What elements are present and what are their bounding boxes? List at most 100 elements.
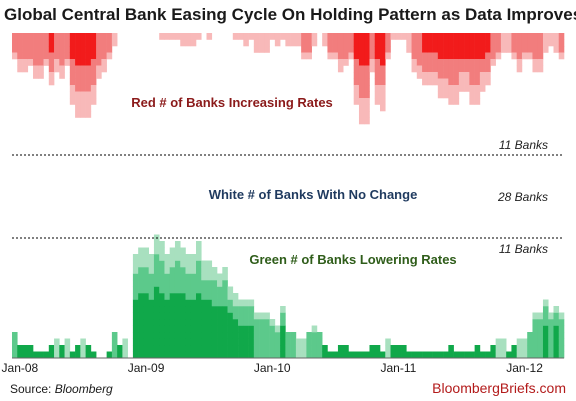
green-cell <box>253 319 260 326</box>
red-cell <box>437 72 444 79</box>
green-cell <box>232 312 239 320</box>
green-cell <box>527 351 533 359</box>
red-cell <box>364 65 370 73</box>
red-cell <box>264 33 270 40</box>
red-cell <box>443 52 449 60</box>
red-cell <box>290 33 297 40</box>
green-cell <box>196 241 202 248</box>
green-cell <box>153 267 160 274</box>
green-cell <box>443 351 449 359</box>
red-cell <box>474 78 481 86</box>
red-cell <box>180 33 186 40</box>
red-cell <box>38 33 44 40</box>
red-cell <box>364 91 370 99</box>
red-cell <box>96 52 102 60</box>
red-cell <box>369 39 376 47</box>
red-cell <box>427 33 433 40</box>
red-cell <box>90 85 97 92</box>
green-cell <box>222 306 228 313</box>
red-cell <box>85 104 92 112</box>
green-cell <box>174 332 181 339</box>
green-cell <box>138 345 144 352</box>
red-cell <box>101 46 107 53</box>
red-cell <box>253 46 260 53</box>
green-cell <box>164 306 171 313</box>
red-cell <box>422 65 428 73</box>
red-cell <box>269 33 276 40</box>
green-cell <box>500 345 507 352</box>
red-cell <box>369 65 376 73</box>
red-cell <box>469 98 475 105</box>
green-cell <box>490 345 496 352</box>
green-cell <box>190 293 197 300</box>
green-cell <box>43 351 50 359</box>
green-cell <box>201 325 207 333</box>
green-cell <box>390 351 397 359</box>
green-cell <box>132 299 139 307</box>
red-cell <box>43 46 50 53</box>
green-cell <box>196 267 202 274</box>
green-cell <box>332 351 339 359</box>
red-cell <box>453 85 460 92</box>
red-cell <box>432 65 439 73</box>
red-cell <box>437 91 444 99</box>
red-cell <box>437 39 444 47</box>
branding-link[interactable]: BloombergBriefs.com <box>432 380 566 396</box>
green-cell <box>222 338 228 346</box>
red-cell <box>422 46 428 53</box>
green-cell <box>148 338 155 346</box>
green-cell <box>206 345 213 352</box>
red-cell <box>364 52 370 60</box>
green-cell <box>222 345 228 352</box>
green-cell <box>542 299 549 307</box>
green-cell <box>285 345 291 352</box>
red-cell <box>406 39 412 47</box>
green-cell <box>196 286 202 294</box>
red-cell <box>90 59 97 66</box>
green-cell <box>527 338 533 346</box>
green-cell <box>390 345 397 352</box>
green-cell <box>280 338 286 346</box>
green-cell <box>248 299 255 307</box>
green-cell <box>185 260 192 268</box>
red-cell <box>159 33 165 40</box>
green-cell <box>80 351 86 359</box>
green-cell <box>222 299 228 307</box>
green-cell <box>148 286 155 294</box>
green-cell <box>264 351 270 359</box>
green-cell <box>269 319 276 326</box>
green-cell <box>174 267 181 274</box>
red-cell <box>537 46 544 53</box>
green-cell <box>196 273 202 281</box>
green-cell <box>143 280 149 287</box>
green-cell <box>201 267 207 274</box>
green-cell <box>206 280 213 287</box>
green-cell <box>159 286 165 294</box>
red-cell <box>96 65 102 73</box>
green-cell <box>64 345 71 352</box>
red-cell <box>90 72 97 79</box>
green-cell <box>253 325 260 333</box>
green-cell <box>290 332 297 339</box>
red-cell <box>511 33 517 40</box>
red-cell <box>96 59 102 66</box>
red-cell <box>458 39 465 47</box>
red-cell <box>22 33 29 40</box>
red-cell <box>17 46 23 53</box>
red-cell <box>474 46 481 53</box>
green-cell <box>211 273 218 281</box>
green-cell <box>474 351 481 359</box>
red-cell <box>448 52 454 60</box>
green-cell <box>169 260 176 268</box>
red-cell <box>374 72 381 79</box>
red-cell <box>464 39 470 47</box>
red-cell <box>464 72 470 79</box>
green-cell <box>206 338 213 346</box>
green-cell <box>196 306 202 313</box>
red-cell <box>553 46 560 53</box>
green-cell <box>143 267 149 274</box>
green-cell <box>401 351 407 359</box>
red-cell <box>17 33 23 40</box>
green-cell <box>253 345 260 352</box>
red-cell <box>80 78 86 86</box>
